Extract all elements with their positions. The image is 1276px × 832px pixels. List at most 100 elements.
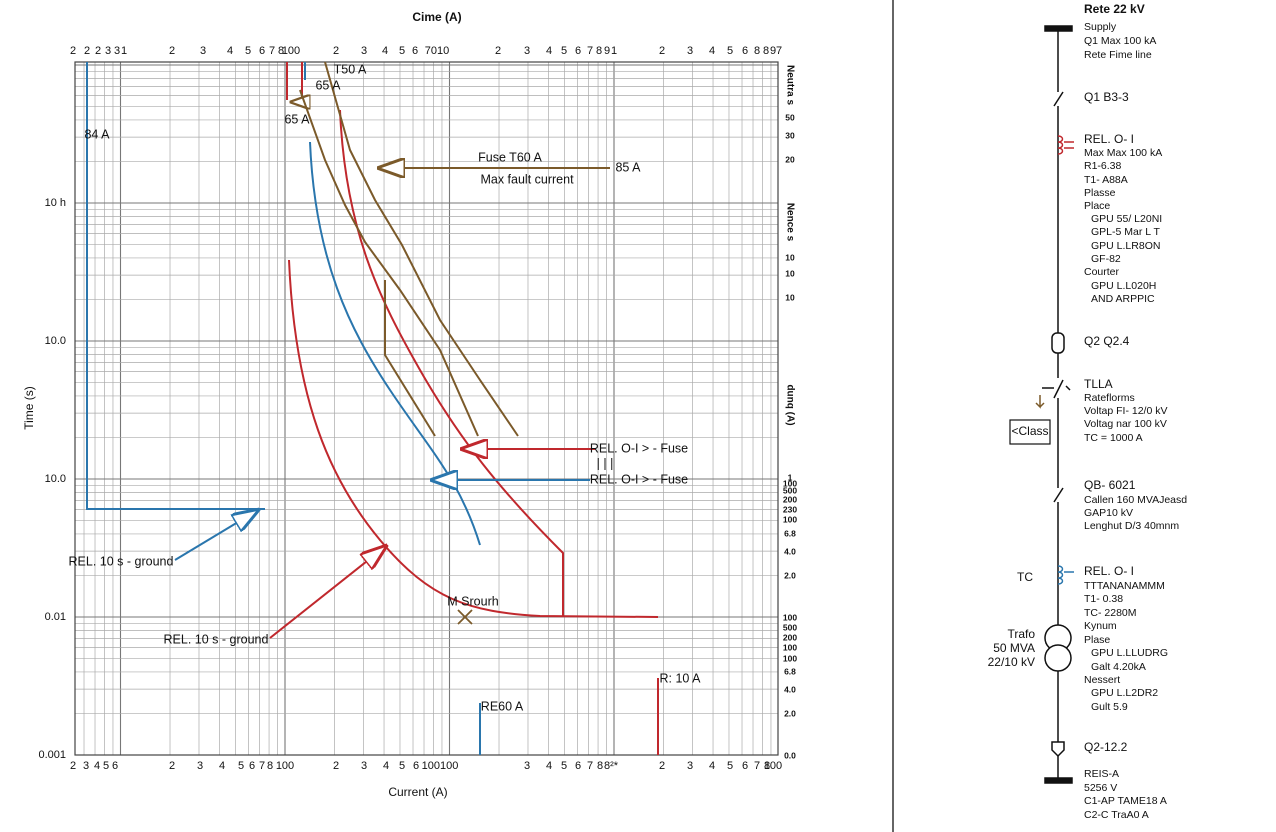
top-tick-label: 2 <box>95 45 101 57</box>
right-tick-label: 4.0 <box>784 546 796 556</box>
busbar <box>1044 777 1073 784</box>
diagram-label: GPU 55/ L20NI <box>1091 213 1162 225</box>
diagram-label: Supply <box>1084 21 1117 33</box>
diagram-label: Rete Fime line <box>1084 49 1152 61</box>
top-tick-label: 7 <box>269 45 275 57</box>
left-tick-label: 0.001 <box>38 749 66 761</box>
fuse-curve <box>299 89 479 437</box>
right-tick-label: 6.8 <box>784 666 796 676</box>
gap <box>1054 378 1062 398</box>
ground-curve <box>86 62 265 510</box>
right-tick-label: Neutra s <box>784 65 795 105</box>
top-tick-label: 4 <box>227 45 233 57</box>
bottom-tick-label: 2 <box>333 760 339 772</box>
y-axis-label: Time (s) <box>22 386 36 430</box>
left-tick-label: 0.01 <box>45 611 66 623</box>
busbar <box>1044 25 1073 32</box>
bottom-tick-label: 100100 <box>422 760 459 772</box>
diagram-label: Plasse <box>1084 187 1116 199</box>
right-tick-label: 2.0 <box>784 708 796 718</box>
bottom-tick-label: 100 <box>276 760 294 772</box>
bottom-tick-label: 8 <box>267 760 273 772</box>
diagram-label: GAP10 kV <box>1084 507 1133 519</box>
top-tick-label: 5 <box>561 45 567 57</box>
switch <box>1042 379 1071 399</box>
left-tick-label: 10.0 <box>45 335 66 347</box>
bottom-tick-label: 3 <box>524 760 530 772</box>
bottom-tick-label: 8 <box>764 760 770 772</box>
annotation: R: 10 A <box>660 671 702 685</box>
bus-title: Rete 22 kV <box>1084 2 1145 16</box>
bottom-tick-label: 6 <box>413 760 419 772</box>
right-tick-label: 100 <box>783 653 797 663</box>
curves <box>86 61 659 755</box>
top-tick-label: 5 <box>399 45 405 57</box>
top-tick-label: 2 <box>169 45 175 57</box>
diagram-label: Kynum <box>1084 620 1117 632</box>
diagram-label: GPU L.L020H <box>1091 280 1156 292</box>
bottom-tick-label: 4 <box>709 760 715 772</box>
diagram-label: GPU L.LLUDRG <box>1091 647 1168 659</box>
diagram-label: TLLA <box>1084 377 1113 391</box>
top-tick-label: 3 <box>361 45 367 57</box>
diagram-label: Max Max 100 kA <box>1084 147 1162 159</box>
annotation: Fuse T60 A <box>478 150 542 164</box>
annotation: RE60 A <box>481 699 524 713</box>
bottom-tick-label: 100 <box>764 760 782 772</box>
top-tick-label: 6 <box>742 45 748 57</box>
bottom-tick-label: 7 <box>754 760 760 772</box>
bottom-tick-label: 7 <box>587 760 593 772</box>
top-tick-label: 1 <box>121 45 127 57</box>
bottom-tick-label: 4 <box>546 760 552 772</box>
top-tick-label: 2 <box>333 45 339 57</box>
right-tick-label: 200 <box>783 632 797 642</box>
right-tick-label: 50 <box>785 112 795 122</box>
bottom-tick-label: 2 <box>169 760 175 772</box>
diagram-label: QB- 6021 <box>1084 478 1136 492</box>
bottom-tick-label: 3 <box>197 760 203 772</box>
annotation: 65 A <box>315 78 341 92</box>
diagram-label: Q2 Q2.4 <box>1084 334 1130 348</box>
right-tick-label: 100 <box>783 612 797 622</box>
switch <box>1053 91 1064 107</box>
bottom-tick-label: 5 <box>103 760 109 772</box>
right-tick-label: 0.0 <box>784 750 796 760</box>
fuse-band <box>384 280 436 437</box>
bottom-tick-label: 4 <box>383 760 389 772</box>
top-tick-label: 6 <box>259 45 265 57</box>
right-tick-label: 10 <box>785 268 795 278</box>
diagram-label: GPU L.LR8ON <box>1091 240 1160 252</box>
diagram-label: Q2-12.2 <box>1084 740 1128 754</box>
trafo-label: 22/10 kV <box>988 655 1035 669</box>
right-tick-label: 10 <box>785 292 795 302</box>
diagram-label: Galt 4.20kA <box>1091 661 1146 673</box>
right-tick-label: 100 <box>783 514 797 524</box>
annotation: 65 A <box>284 112 310 126</box>
top-tick-label: 4 <box>382 45 388 57</box>
top-tick-label: 8 <box>596 45 602 57</box>
class-button-label[interactable]: <Class <box>1011 424 1048 438</box>
relay-curve <box>339 109 564 617</box>
right-tick-label: 1 <box>788 472 793 482</box>
diagram-label: Nessert <box>1084 674 1120 686</box>
top-tick-label: 9 <box>604 45 610 57</box>
top-tick-label: 5 <box>245 45 251 57</box>
relay-coil <box>1057 135 1074 155</box>
bottom-tick-label: 8²* <box>604 760 619 772</box>
transformer-winding <box>1044 644 1072 672</box>
diagram-label: Lenghut D/3 40mnm <box>1084 520 1179 532</box>
diagram-label: Voltap FI- 12/0 kV <box>1084 405 1167 417</box>
diagram-label: R1-6.38 <box>1084 160 1122 172</box>
arrow <box>1035 395 1045 409</box>
annotation: REL. 10 s - ground <box>164 632 269 646</box>
right-tick-label: 500 <box>783 485 797 495</box>
trafo-label: 50 MVA <box>993 641 1035 655</box>
right-tick-label: 500 <box>783 622 797 632</box>
annotation: | | | <box>597 456 614 470</box>
bottom-tick-label: 5 <box>399 760 405 772</box>
right-tick-label: dunq (A) <box>784 384 795 425</box>
diagram-label: Gult 5.9 <box>1091 701 1128 713</box>
top-tick-label: 6 <box>412 45 418 57</box>
trafo-label: Trafo <box>1007 627 1035 641</box>
diagram-label: REIS-A <box>1084 768 1119 780</box>
